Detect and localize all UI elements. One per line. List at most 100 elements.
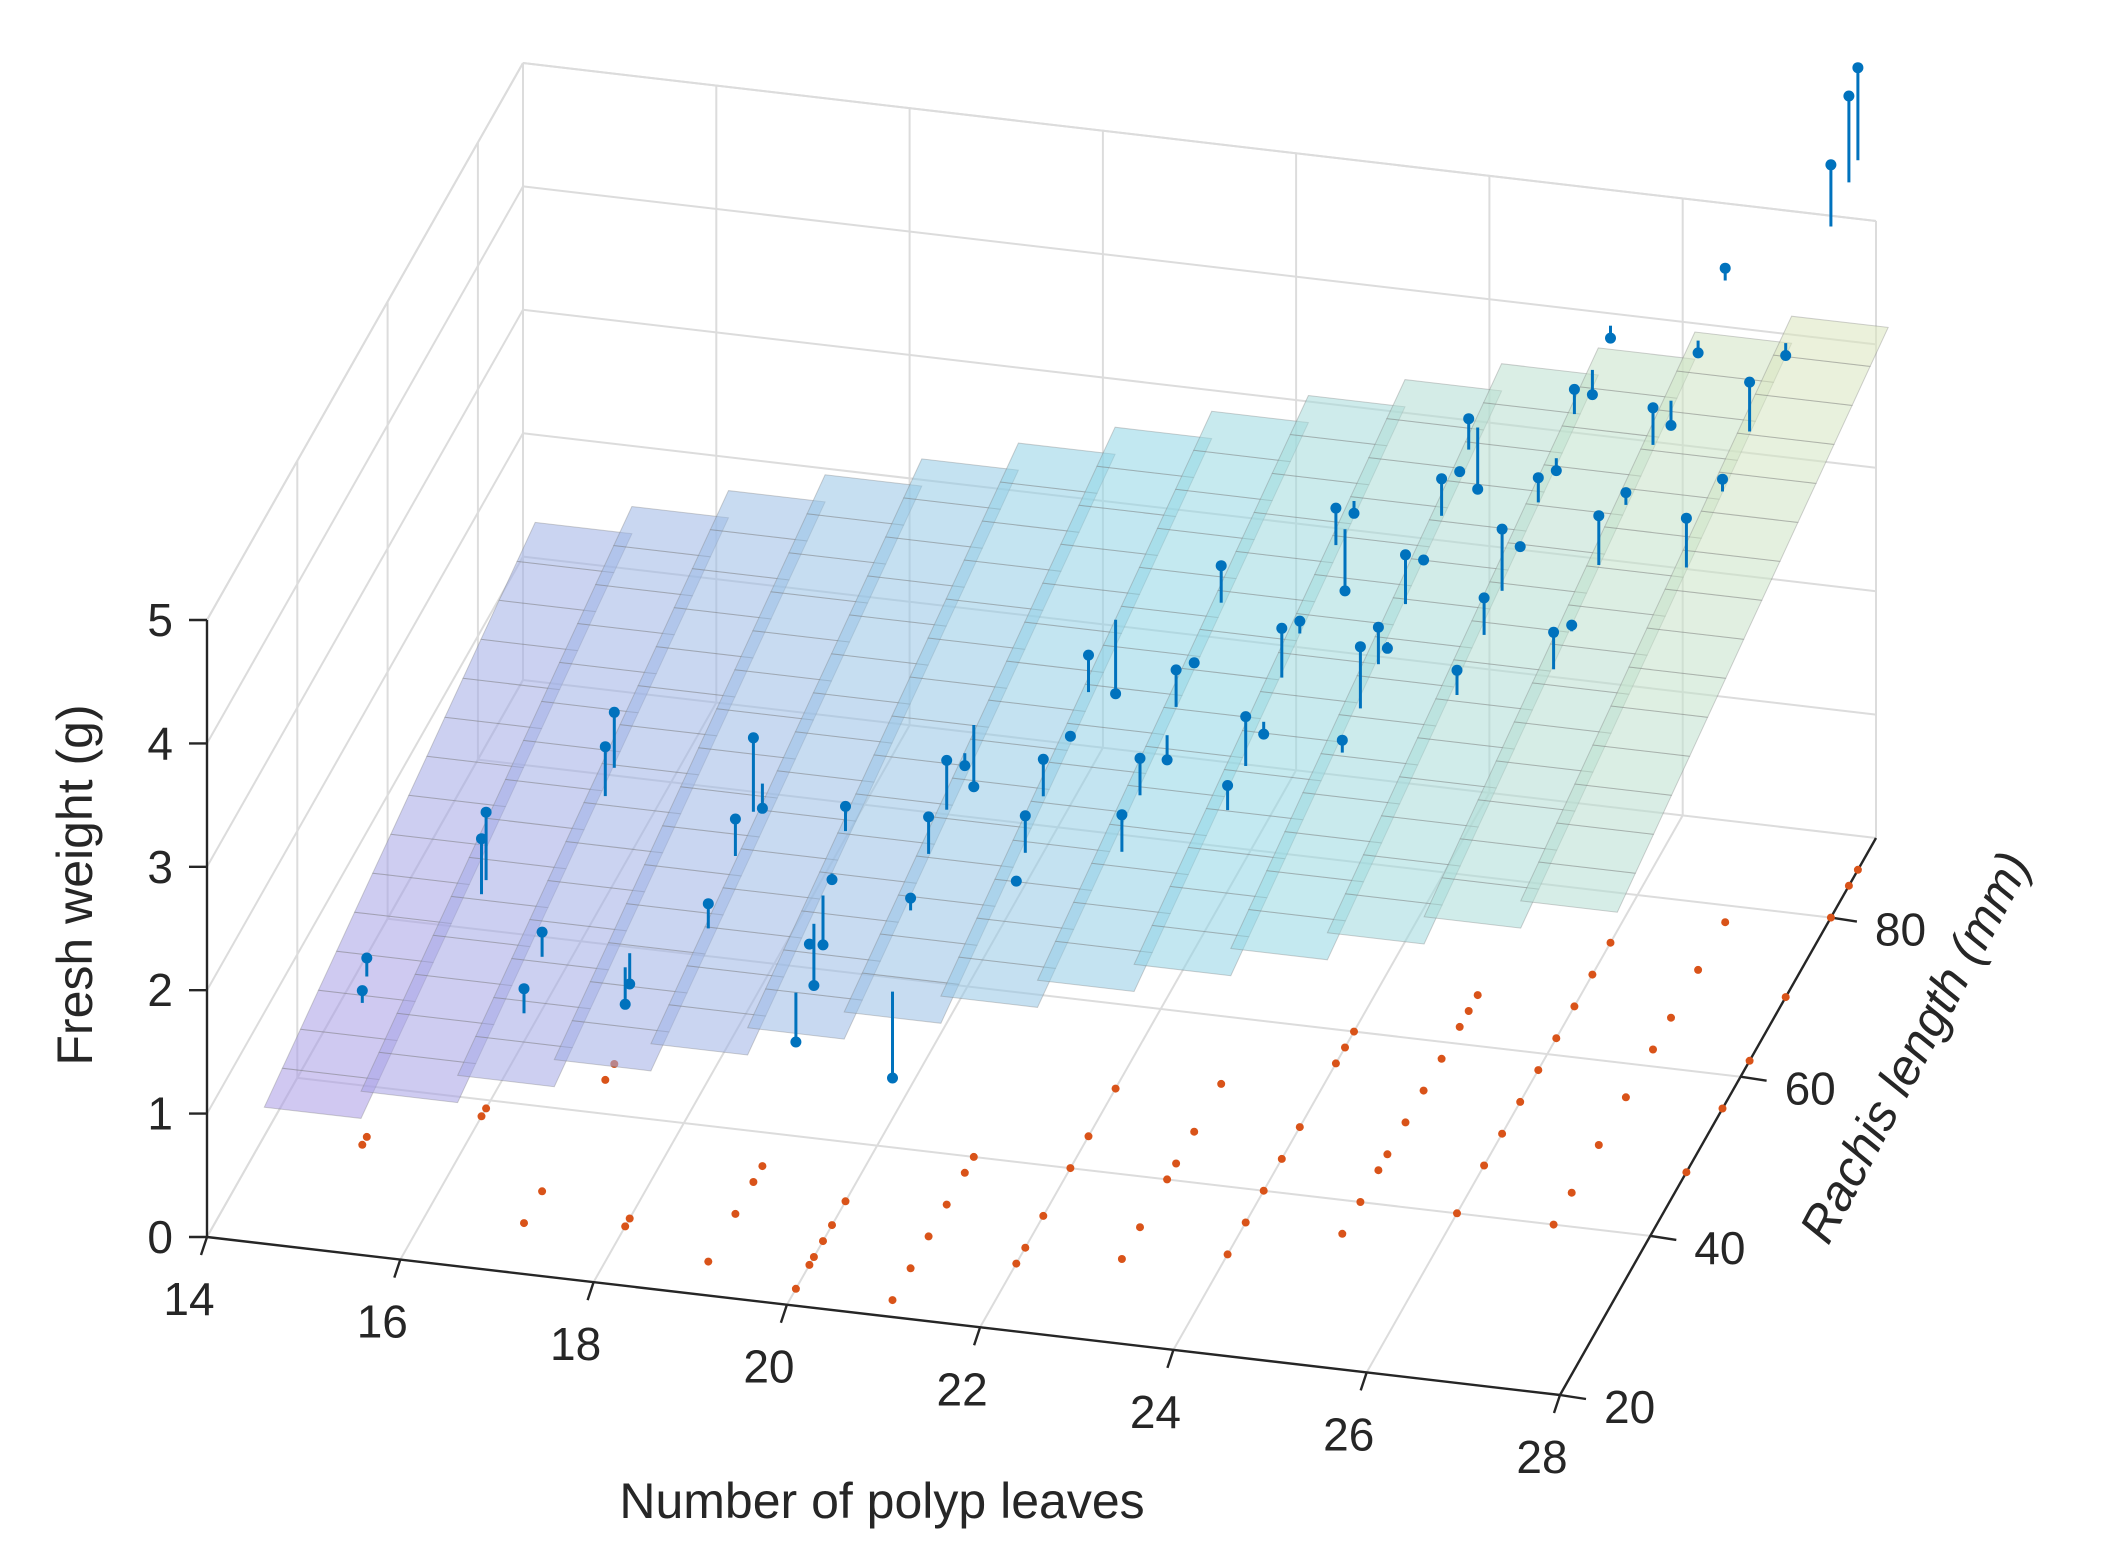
observed-point [599,741,611,753]
projection-point [758,1162,767,1171]
observed-point [356,985,368,997]
projection-point [1453,1209,1461,1218]
projection-point [1853,865,1862,874]
x-tick-label: 14 [163,1273,214,1325]
projection-point [1516,1097,1525,1106]
observed-point [1780,350,1792,361]
observed-point [1550,465,1562,477]
observed-point [1170,664,1182,676]
y-tick-mark [1650,1234,1677,1242]
observed-point [1451,664,1463,676]
fitted-surface [263,315,1889,1119]
projection-point [1084,1132,1093,1141]
projection-point [1567,1188,1576,1197]
projection-point [1338,1229,1347,1238]
observed-point [518,983,530,995]
observed-point [923,811,935,823]
observed-point [1381,642,1393,654]
observed-point [1478,592,1490,604]
projection-point [1117,1255,1126,1263]
projection-point [1259,1186,1268,1195]
observed-point [1348,507,1360,519]
observed-point [1647,402,1659,414]
observed-point [756,802,768,814]
projection-point [538,1187,547,1196]
observed-points [356,62,1864,1084]
observed-point [941,754,953,766]
surface-patch [1772,315,1889,367]
projection-point [1745,1056,1754,1065]
grid-line [206,556,524,1115]
observed-point [803,938,815,950]
projection-point [1570,1002,1579,1011]
tick-labels: 14 16 18 20 22 24 26 28 20 40 60 80 0 1 … [147,594,1926,1483]
box-edge [206,62,524,621]
projection-point [1331,1059,1340,1068]
projection-point [1419,1086,1428,1095]
y-axis-line [1558,837,1878,1396]
grid-line [522,185,1877,346]
observed-point [1825,159,1837,171]
projection-point [1401,1118,1410,1127]
observed-point [702,898,714,910]
projection-point [704,1257,713,1266]
projection-point [805,1260,814,1269]
projection-point [1826,913,1835,922]
projection-point [809,1253,818,1261]
observed-point [476,833,487,845]
observed-point [480,806,492,818]
observed-point [1019,810,1031,822]
observed-point [1134,752,1146,764]
projection-point [1341,1043,1349,1052]
projection-point [1667,1013,1675,1022]
projection-point [1606,938,1615,947]
x-tick-label: 28 [1516,1431,1567,1483]
box-edge [522,62,1877,222]
projection-point [1464,1007,1473,1015]
observed-point [1436,473,1448,485]
observed-point [808,980,820,991]
y-tick-mark [1740,1075,1767,1082]
grid-line [206,185,524,744]
observed-point [817,939,829,951]
observed-point [608,706,620,718]
y-tick-mark [1830,916,1858,923]
projection-point [520,1219,528,1228]
projection-point [1534,1066,1543,1075]
observed-point [826,874,838,886]
observed-point [619,998,631,1010]
observed-point [1586,389,1598,401]
observed-point [968,781,980,793]
projection-point [828,1221,836,1230]
observed-point [1566,619,1578,631]
observed-point [1339,585,1351,597]
projection-point [1718,1104,1727,1113]
observed-point [1294,615,1306,627]
observed-point [1680,512,1692,524]
projection-point [819,1237,827,1246]
projection-point [1588,970,1597,979]
observed-point [624,978,636,990]
observed-point [1692,347,1704,359]
projection-point [1649,1045,1657,1054]
projection-point [731,1209,740,1218]
projection-point [1021,1243,1030,1252]
projection-point [1721,918,1730,927]
grid-line [206,432,524,991]
x-tick-label: 20 [743,1341,794,1393]
x-tick-mark [779,1304,789,1324]
projection-point [1241,1218,1250,1227]
observed-point [1496,523,1508,535]
observed-point [1605,332,1616,344]
observed-point [1463,413,1475,425]
observed-point [1620,487,1632,499]
projection-point [1350,1027,1358,1036]
observed-point [1548,626,1560,638]
projection-point [1066,1164,1075,1173]
x-tick-label: 16 [357,1296,408,1348]
observed-point [1593,510,1605,522]
z-axis-title: Fresh weight (g) [47,704,103,1065]
x-tick-mark [199,1236,209,1256]
projection-point [906,1264,915,1273]
x-tick-mark [393,1259,402,1278]
